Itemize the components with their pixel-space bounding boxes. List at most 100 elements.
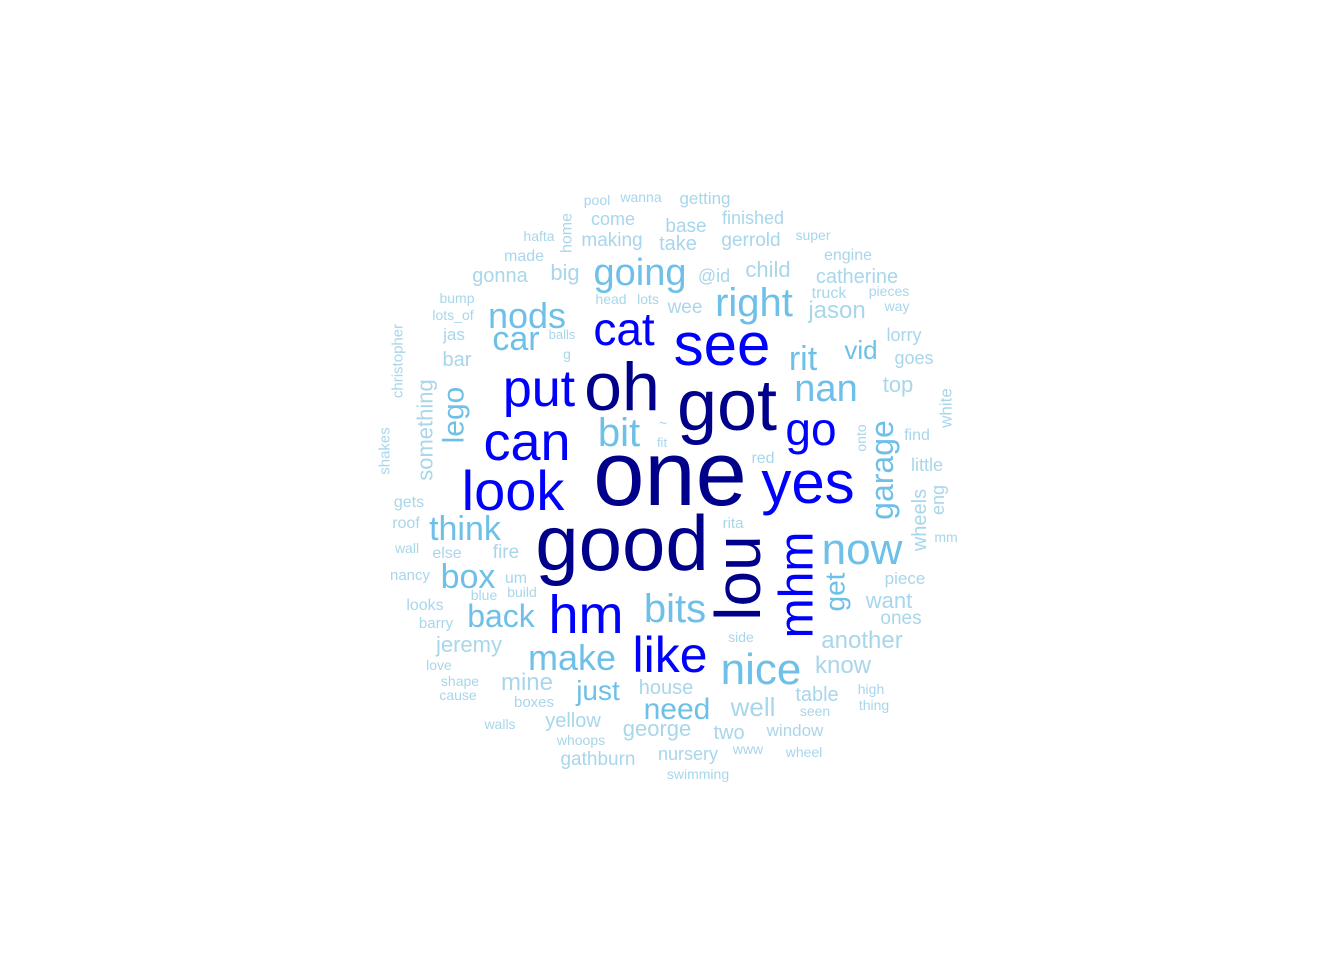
word-yellow: yellow (545, 710, 601, 732)
word-jason: jason (807, 297, 865, 324)
word-house: house (639, 677, 694, 699)
word-boxes: boxes (514, 694, 554, 711)
word-onto: onto (853, 424, 869, 451)
word-catherine: catherine (816, 266, 898, 288)
word-big: big (550, 260, 579, 285)
word-well: well (730, 692, 776, 722)
word-pool: pool (584, 192, 610, 208)
word-rita: rita (723, 515, 744, 532)
word-shape: shape (441, 673, 479, 689)
word-car: car (492, 320, 539, 358)
word-gonna: gonna (472, 265, 528, 287)
word-another: another (821, 627, 902, 654)
word-nice: nice (721, 645, 802, 694)
word-get: get (820, 572, 851, 611)
word-thing: thing (859, 697, 889, 713)
word-now: now (822, 525, 903, 574)
word-lego: lego (438, 387, 471, 444)
word-walls: walls (483, 716, 515, 732)
word-cause: cause (439, 687, 477, 703)
word-id: @id (698, 266, 730, 286)
word-george: george (623, 716, 692, 741)
word-home: home (559, 213, 576, 253)
word-head: head (595, 291, 626, 307)
word-can: can (483, 412, 570, 472)
word-wall: wall (394, 540, 419, 556)
word-find: find (904, 427, 930, 444)
word-gathburn: gathburn (560, 749, 635, 770)
word-barry: barry (419, 615, 454, 632)
word-table: table (795, 684, 838, 706)
word-rit: rit (789, 340, 818, 378)
word-going: going (594, 252, 687, 294)
word-ones: ones (880, 608, 921, 629)
word-take: take (659, 233, 697, 255)
word-put: put (503, 360, 576, 418)
word-symbol: ~ (659, 415, 667, 431)
word-got: got (677, 366, 777, 446)
word-g: g (563, 346, 571, 362)
word-eng: eng (928, 485, 948, 515)
word-lou: lou (702, 535, 774, 620)
word-made: made (504, 248, 544, 265)
word-gets: gets (394, 494, 424, 511)
word-love: love (426, 657, 452, 673)
word-lorry: lorry (887, 325, 922, 345)
word-white: white (937, 388, 956, 429)
word-like: like (632, 627, 707, 683)
word-two: two (713, 722, 744, 744)
word-back: back (467, 598, 536, 634)
word-build: build (507, 584, 537, 600)
word-wanna: wanna (619, 189, 661, 205)
word-make: make (528, 637, 616, 678)
word-child: child (745, 257, 790, 282)
word-see: see (674, 311, 771, 378)
word-look: look (462, 459, 566, 522)
word-garage: garage (864, 420, 900, 520)
word-side: side (728, 629, 754, 645)
word-nursery: nursery (658, 744, 718, 764)
word-base: base (665, 216, 706, 237)
word-finished: finished (722, 208, 784, 228)
word-right: right (715, 281, 793, 325)
word-balls: balls (549, 327, 576, 342)
word-just: just (575, 675, 620, 706)
word-else: else (432, 545, 461, 562)
word-one: one (593, 423, 747, 525)
word-mm: mm (934, 529, 957, 545)
word-making: making (581, 230, 642, 251)
word-wee: wee (667, 297, 703, 318)
word-think: think (429, 510, 502, 548)
word-nan: nan (794, 368, 857, 410)
word-box: box (441, 558, 496, 596)
word-way: way (884, 298, 910, 314)
word-seen: seen (800, 703, 830, 719)
word-bump: bump (439, 290, 474, 306)
word-looks: looks (406, 597, 443, 614)
word-mine: mine (501, 669, 553, 696)
word-hm: hm (548, 585, 623, 645)
word-top: top (883, 372, 914, 397)
word-super: super (795, 227, 830, 243)
word-wheel: wheel (785, 744, 823, 760)
word-nancy: nancy (390, 567, 431, 584)
word-bits: bits (644, 587, 706, 631)
word-bit: bit (598, 411, 640, 455)
word-come: come (591, 209, 635, 229)
word-christopher: christopher (390, 324, 407, 398)
word-whoops: whoops (556, 732, 605, 748)
word-gerrold: gerrold (721, 230, 780, 251)
word-go: go (785, 403, 836, 455)
word-jeremy: jeremy (435, 632, 502, 657)
word-yes: yes (761, 449, 854, 516)
word-wheels: wheels (909, 489, 931, 552)
word-nods: nods (488, 295, 566, 336)
word-want: want (865, 588, 912, 613)
word-high: high (858, 681, 884, 697)
word-lots-of: lots_of (432, 307, 473, 323)
word-engine: engine (824, 247, 872, 264)
word-something: something (413, 379, 438, 481)
word-roof: roof (392, 515, 420, 532)
word-shakes: shakes (377, 427, 394, 475)
